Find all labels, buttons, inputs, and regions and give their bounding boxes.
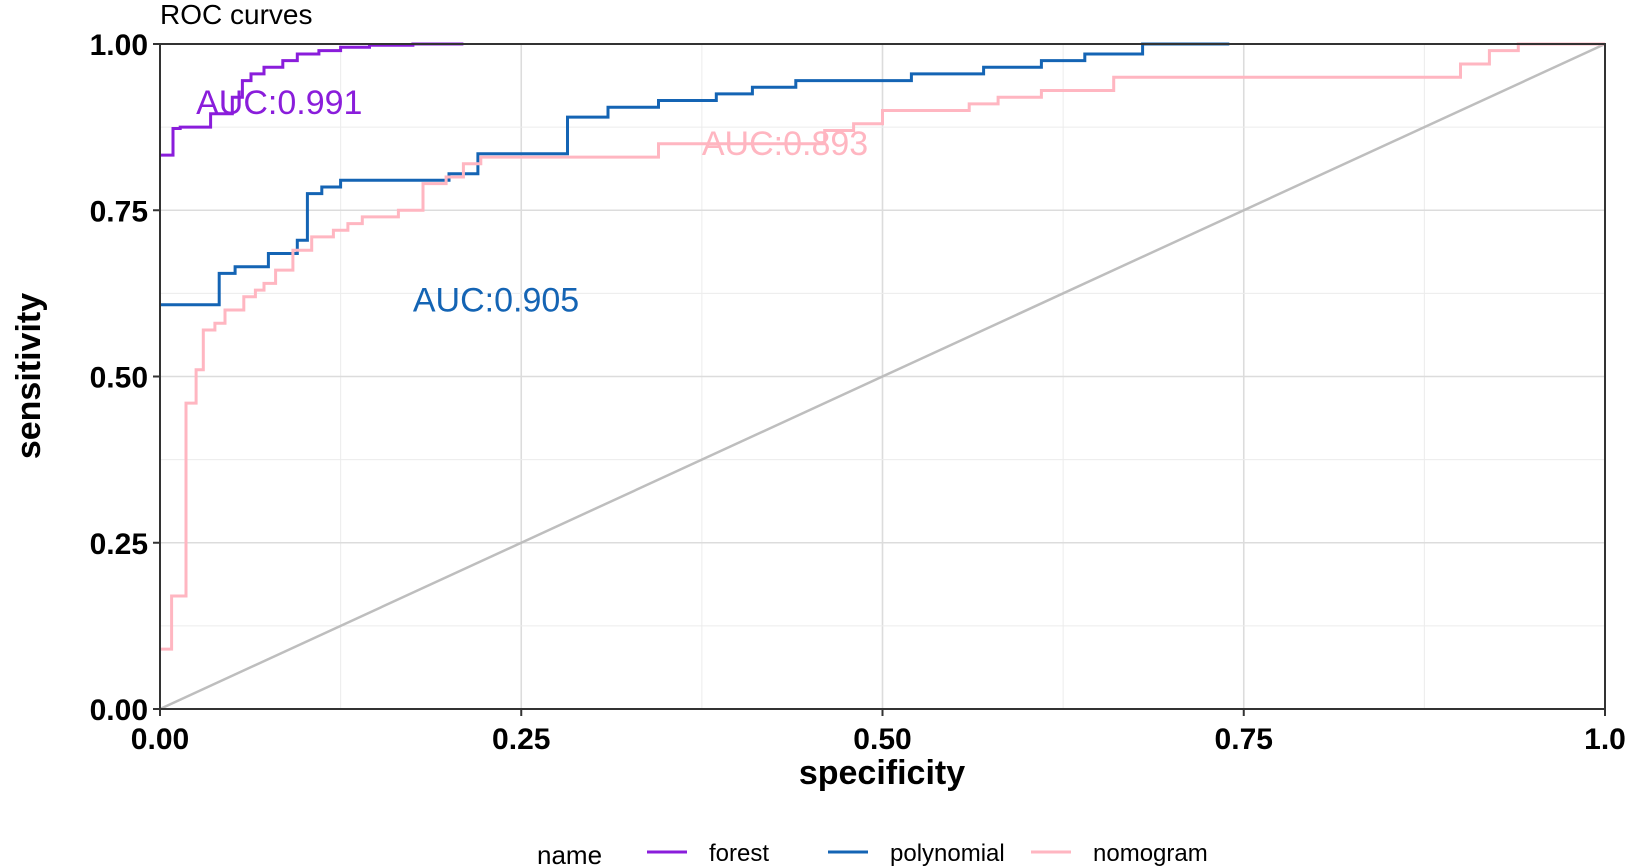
x-axis-title: specificity (799, 754, 965, 792)
y-tick-label: 0.75 (90, 195, 148, 228)
x-tick-label: 1.0 (1584, 723, 1625, 756)
series-line-polynomial (160, 42, 1230, 307)
legend-label-forest: forest (709, 840, 769, 867)
auc-annotation: AUC:0.893 (702, 125, 868, 163)
y-axis-ticks: 0.00 0.25 0.50 0.75 1.00 (90, 29, 160, 727)
y-tick-label: 0.25 (90, 528, 148, 561)
x-tick-label: 0.50 (853, 723, 911, 756)
y-tick-label: 0.00 (90, 694, 148, 727)
x-tick-label: 0.00 (131, 723, 189, 756)
y-axis-title: sensitivity (10, 293, 48, 459)
y-tick-label: 1.00 (90, 29, 148, 62)
series-line-forest (160, 42, 464, 157)
auc-annotation: AUC:0.905 (413, 281, 579, 319)
series-layer (159, 42, 1606, 711)
auc-annotation: AUC:0.991 (196, 84, 362, 122)
y-tick-label: 0.50 (90, 362, 148, 395)
chart-title: ROC curves (160, 0, 312, 30)
annotation-layer: AUC:0.991 AUC:0.893 AUC:0.905 (196, 84, 868, 320)
legend-label-nomogram: nomogram (1093, 840, 1208, 867)
legend-title: name (537, 840, 602, 868)
x-axis-ticks: 0.00 0.25 0.50 0.75 1.0 (131, 709, 1625, 756)
x-tick-label: 0.25 (492, 723, 550, 756)
series-line-reference (159, 42, 1606, 711)
legend: name forest polynomial nomogram (537, 840, 1208, 868)
legend-label-polynomial: polynomial (890, 840, 1005, 867)
x-tick-label: 0.75 (1215, 723, 1273, 756)
series-line-nomogram (160, 42, 1605, 651)
